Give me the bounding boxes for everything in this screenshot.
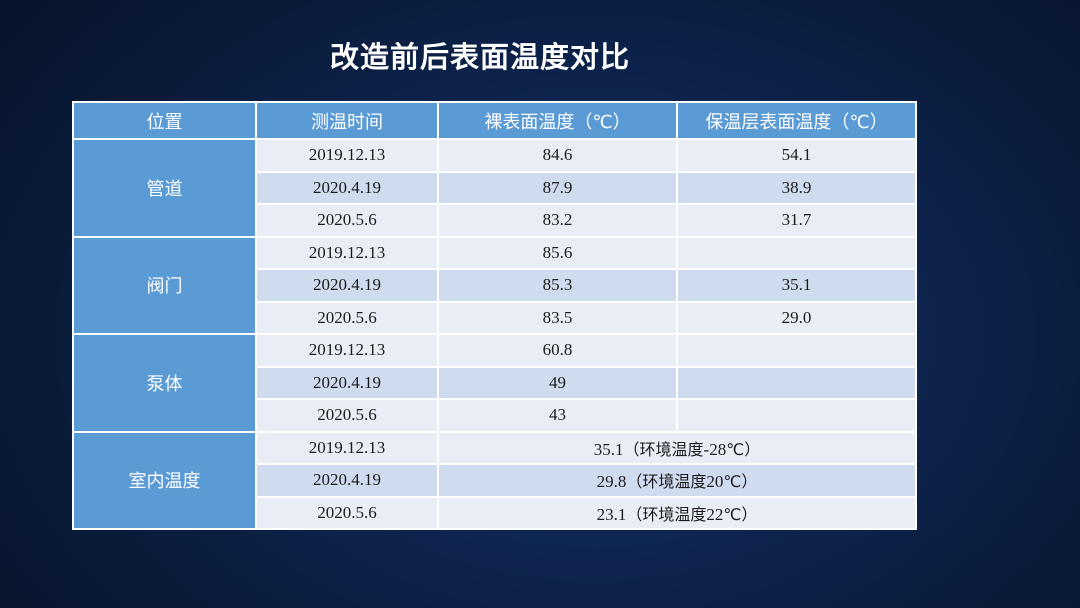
table-row: 2020.4.19 29.8（环境温度20℃）	[73, 463, 917, 498]
insulated-temp-cell	[676, 365, 917, 400]
bare-temp-cell: 85.3	[437, 268, 678, 303]
header-bare-surface-temp: 裸表面温度（℃）	[437, 101, 678, 140]
date-cell: 2020.5.6	[255, 203, 439, 238]
insulated-temp-cell	[676, 398, 917, 433]
table-header-row: 位置 测温时间 裸表面温度（℃） 保温层表面温度（℃）	[72, 101, 917, 140]
table-row: 2020.5.6 23.1（环境温度22℃）	[73, 495, 917, 530]
indoor-temp-cell: 35.1（环境温度-28℃）	[437, 430, 917, 465]
indoor-temp-value: 29.8	[596, 472, 627, 492]
insulated-temp-cell: 35.1	[676, 268, 917, 303]
date-cell: 2019.12.13	[255, 430, 439, 465]
date-cell: 2020.5.6	[255, 398, 439, 433]
date-cell: 2020.4.19	[255, 463, 439, 498]
group-label-pipe: 管道	[72, 138, 257, 238]
ambient-temp-unit: ℃）	[723, 504, 758, 524]
ambient-temp-unit: ℃）	[723, 472, 758, 492]
insulated-temp-cell: 54.1	[676, 138, 917, 173]
table-row: 2020.4.19 85.3 35.1	[73, 268, 917, 303]
date-cell: 2020.4.19	[255, 170, 439, 205]
header-measure-time: 测温时间	[255, 101, 439, 140]
bare-temp-cell: 60.8	[437, 333, 678, 368]
indoor-temp-value: 35.1	[593, 439, 624, 459]
ambient-temp-value: 22	[706, 504, 724, 524]
header-insulated-surface-temp: 保温层表面温度（℃）	[676, 101, 917, 140]
date-cell: 2020.5.6	[255, 495, 439, 530]
date-cell: 2020.5.6	[255, 300, 439, 335]
bare-temp-cell: 85.6	[437, 235, 678, 270]
date-cell: 2019.12.13	[255, 138, 439, 173]
ambient-temp-label: （环境温度	[626, 472, 707, 492]
insulated-temp-cell: 38.9	[676, 170, 917, 205]
bare-temp-cell: 49	[437, 365, 678, 400]
ambient-temp-label: （环境温度	[623, 439, 704, 459]
group-label-valve: 阀门	[72, 235, 257, 335]
header-location: 位置	[72, 101, 257, 140]
insulated-temp-cell	[676, 235, 917, 270]
date-cell: 2019.12.13	[255, 333, 439, 368]
table-row: 2020.5.6 83.2 31.7	[73, 203, 917, 238]
table-row: 泵体 2019.12.13 60.8	[72, 333, 917, 433]
table-row: 阀门 2019.12.13 85.6	[72, 235, 917, 335]
indoor-temp-cell: 23.1（环境温度22℃）	[437, 495, 917, 530]
ambient-temp-unit: ℃）	[726, 439, 761, 459]
bare-temp-cell: 84.6	[437, 138, 678, 173]
ambient-temp-value: 20	[706, 472, 724, 492]
group-label-indoor-temp: 室内温度	[72, 430, 257, 530]
table-row: 2020.4.19 49	[73, 365, 917, 400]
insulated-temp-cell: 31.7	[676, 203, 917, 238]
table-row: 室内温度 2019.12.13 35.1（环境温度-28℃）	[72, 430, 917, 530]
table-row: 2020.4.19 87.9 38.9	[73, 170, 917, 205]
indoor-temp-cell: 29.8（环境温度20℃）	[437, 463, 917, 498]
bare-temp-cell: 87.9	[437, 170, 678, 205]
group-label-pump: 泵体	[72, 333, 257, 433]
indoor-temp-value: 23.1	[596, 504, 627, 524]
ambient-temp-value: -28	[703, 439, 727, 459]
bare-temp-cell: 83.5	[437, 300, 678, 335]
bare-temp-cell: 83.2	[437, 203, 678, 238]
table-row: 2020.5.6 83.5 29.0	[73, 300, 917, 335]
table-row: 管道 2019.12.13 84.6 54.1	[72, 138, 917, 238]
insulated-temp-cell: 29.0	[676, 300, 917, 335]
date-cell: 2020.4.19	[255, 268, 439, 303]
insulated-temp-cell	[676, 333, 917, 368]
date-cell: 2019.12.13	[255, 235, 439, 270]
ambient-temp-label: （环境温度	[626, 504, 707, 524]
table-row: 2020.5.6 43	[73, 398, 917, 433]
date-cell: 2020.4.19	[255, 365, 439, 400]
bare-temp-cell: 43	[437, 398, 678, 433]
slide-title: 改造前后表面温度对比	[329, 40, 630, 74]
temperature-comparison-table: 位置 测温时间 裸表面温度（℃） 保温层表面温度（℃） 管道 2019.12.1…	[72, 101, 917, 530]
